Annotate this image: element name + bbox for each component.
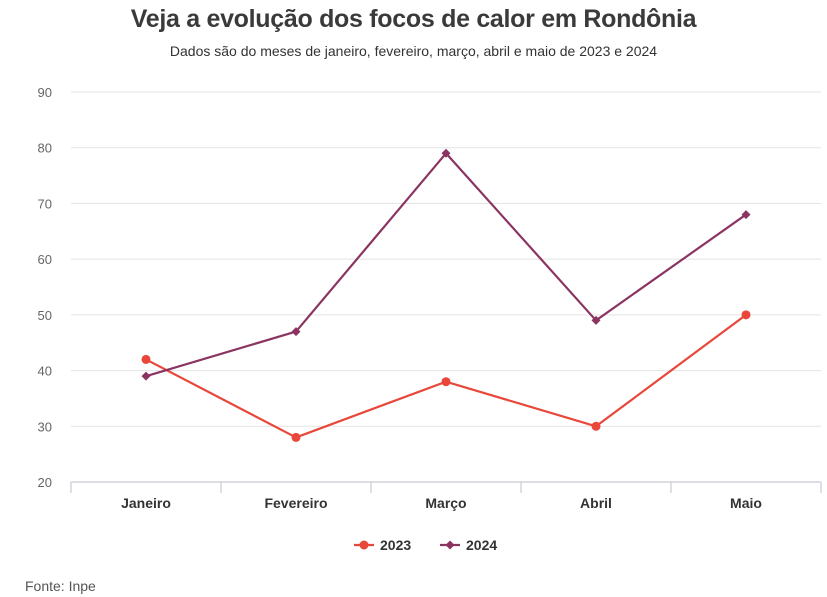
y-tick-label: 70 — [38, 196, 52, 211]
data-point-2024 — [591, 315, 601, 325]
chart-subtitle: Dados são do meses de janeiro, fevereiro… — [169, 43, 658, 59]
series-line-2024 — [145, 152, 747, 378]
x-tick-label: Maio — [730, 495, 762, 511]
source-note: Fonte: Inpe — [25, 578, 96, 594]
data-point-2023 — [441, 377, 451, 387]
y-tick-label: 90 — [38, 85, 52, 100]
legend-marker-2023 — [359, 540, 369, 550]
legend-marker-2024 — [445, 540, 455, 550]
data-point-2024 — [741, 210, 751, 220]
x-tick-label: Janeiro — [121, 495, 171, 511]
y-tick-label: 20 — [38, 475, 52, 490]
legend-label-2023: 2023 — [380, 537, 411, 553]
data-point-2023 — [591, 421, 601, 431]
y-tick-label: 50 — [38, 308, 52, 323]
y-tick-label: 60 — [38, 252, 52, 267]
legend-label-2024: 2024 — [466, 537, 497, 553]
data-point-2024 — [141, 371, 151, 381]
y-tick-label: 30 — [38, 419, 52, 434]
x-tick-label: Fevereiro — [264, 495, 327, 511]
y-tick-label: 40 — [38, 364, 52, 379]
series-line-2023 — [145, 313, 747, 439]
x-tick-label: Abril — [580, 495, 612, 511]
data-point-2024 — [291, 327, 301, 337]
chart-title: Veja a evolução dos focos de calor em Ro… — [130, 5, 697, 33]
x-tick-label: Março — [425, 495, 466, 511]
data-point-2024 — [441, 148, 451, 158]
y-tick-label: 80 — [38, 141, 52, 156]
data-point-2023 — [141, 354, 151, 364]
data-point-2023 — [291, 432, 301, 442]
data-point-2023 — [741, 310, 751, 320]
